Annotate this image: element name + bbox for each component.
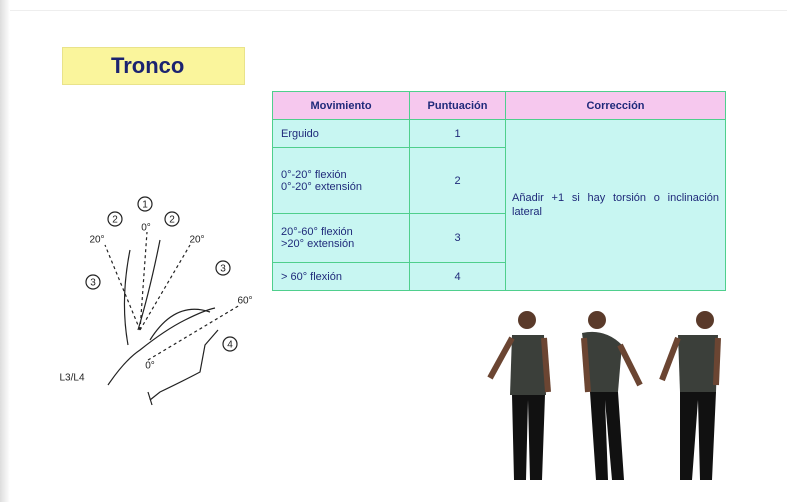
slide-edge — [0, 0, 10, 502]
cell-text: Erguido — [281, 127, 319, 140]
angle-label: 20° — [89, 235, 104, 246]
movement-cell: 0°-20° flexión 0°-20° extensión — [272, 147, 410, 214]
zone-label: 2 — [112, 215, 118, 226]
angle-label: 0° — [141, 223, 151, 234]
movement-cell: 20°-60° flexión >20° extensión — [272, 213, 410, 263]
row: > 60° flexión 4 — [272, 262, 726, 291]
zone-label: 2 — [169, 215, 175, 226]
angle-label: 0° — [145, 361, 155, 372]
zone-label: 1 — [142, 200, 148, 211]
header-cell: Corrección — [505, 91, 726, 120]
title: Tronco — [62, 47, 245, 85]
header-row: Movimiento Puntuación Corrección — [272, 91, 726, 120]
zone-label: 3 — [220, 264, 226, 275]
cell-text: 0°-20° extensión — [281, 180, 362, 193]
trunk-diagram — [85, 196, 241, 406]
zone-label: 4 — [227, 340, 233, 351]
cell-text: >20° extensión — [281, 238, 355, 250]
correction-cell: Añadir +1 si hay torsión o inclinación l… — [505, 119, 726, 291]
zone-label: 3 — [90, 278, 96, 289]
header-cell: Puntuación — [409, 91, 506, 120]
cell-text: 20°-60° flexión — [281, 226, 353, 238]
header-cell: Movimiento — [272, 91, 410, 120]
angle-label: 60° — [237, 296, 252, 307]
score-cell: 1 — [409, 119, 506, 148]
figure — [487, 311, 551, 480]
row: 20°-60° flexión >20° extensión 3 — [272, 213, 726, 263]
slide-border — [10, 10, 787, 11]
cell-text: 0°-20° flexión — [281, 168, 347, 181]
row: 0°-20° flexión 0°-20° extensión 2 — [272, 147, 726, 214]
movement-cell: > 60° flexión — [272, 262, 410, 291]
angle-label: 20° — [189, 235, 204, 246]
figure — [581, 311, 643, 480]
cell-text: > 60° flexión — [281, 270, 342, 283]
figure — [659, 311, 721, 480]
level-label: L3/L4 — [59, 373, 84, 384]
score-cell: 4 — [409, 262, 506, 291]
score-table: Movimiento Puntuación Corrección Erguido… — [272, 91, 726, 291]
score-cell: 3 — [409, 213, 506, 263]
